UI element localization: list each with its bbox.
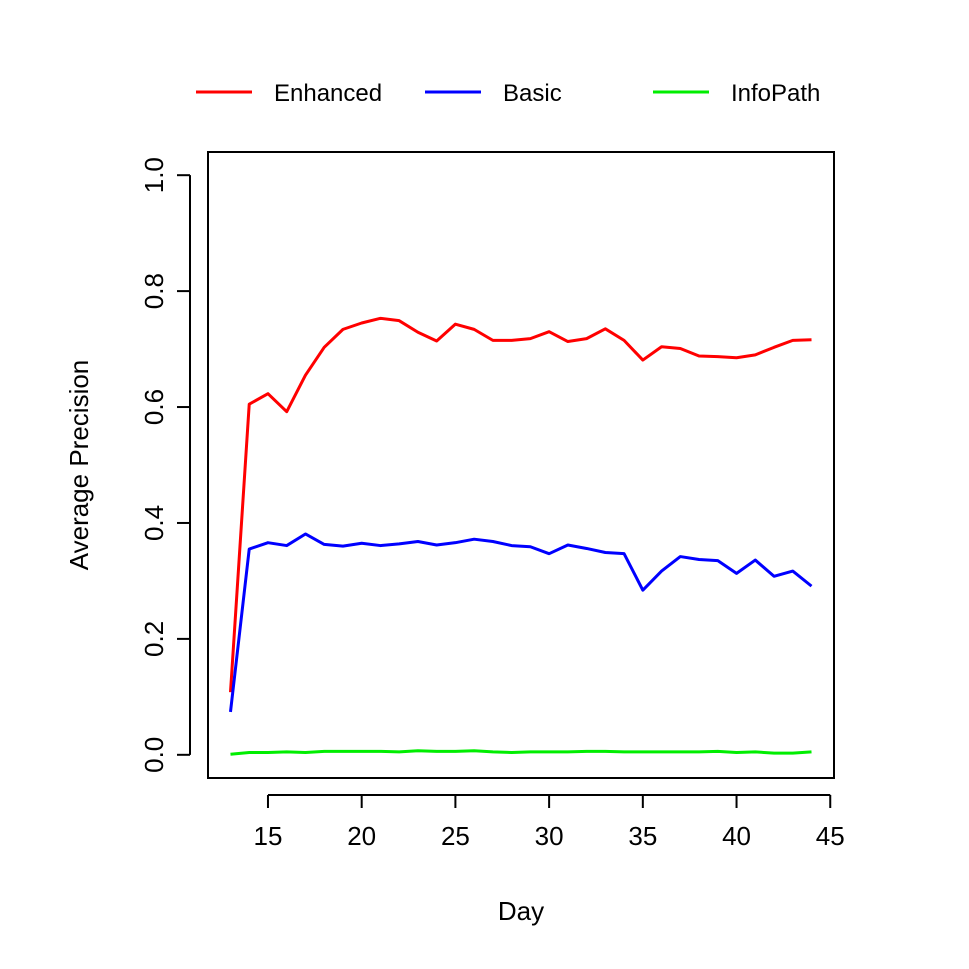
y-axis: 0.0 0.2 0.4 0.6 0.8 1.0	[139, 157, 191, 773]
x-tick-label: 40	[722, 821, 751, 851]
x-tick-label: 15	[254, 821, 283, 851]
series-line-basic	[228, 532, 813, 713]
x-tick-label: 45	[816, 821, 845, 851]
x-axis: 15 20 25 30 35 40 45	[254, 794, 845, 851]
series-line-enhanced	[228, 316, 812, 693]
y-tick-label: 0.4	[139, 505, 169, 541]
legend-label-basic: Basic	[503, 80, 562, 107]
y-tick-label: 0.8	[139, 273, 169, 309]
x-tick-label: 25	[441, 821, 470, 851]
x-tick-label: 35	[628, 821, 657, 851]
plot-frame	[207, 151, 835, 779]
series-line-infopath	[230, 749, 812, 756]
series-layer	[228, 316, 813, 756]
y-tick-label: 0.2	[139, 621, 169, 657]
legend-label-infopath: InfoPath	[731, 80, 820, 107]
y-tick-label: 1.0	[139, 157, 169, 193]
y-tick-label: 0.0	[139, 737, 169, 773]
legend: Enhanced Basic InfoPath	[196, 80, 820, 107]
x-tick-label: 30	[535, 821, 564, 851]
y-axis-title: Average Precision	[64, 360, 94, 571]
x-axis-title: Day	[498, 896, 544, 926]
y-tick-label: 0.6	[139, 389, 169, 425]
legend-label-enhanced: Enhanced	[274, 80, 382, 107]
x-tick-label: 20	[347, 821, 376, 851]
